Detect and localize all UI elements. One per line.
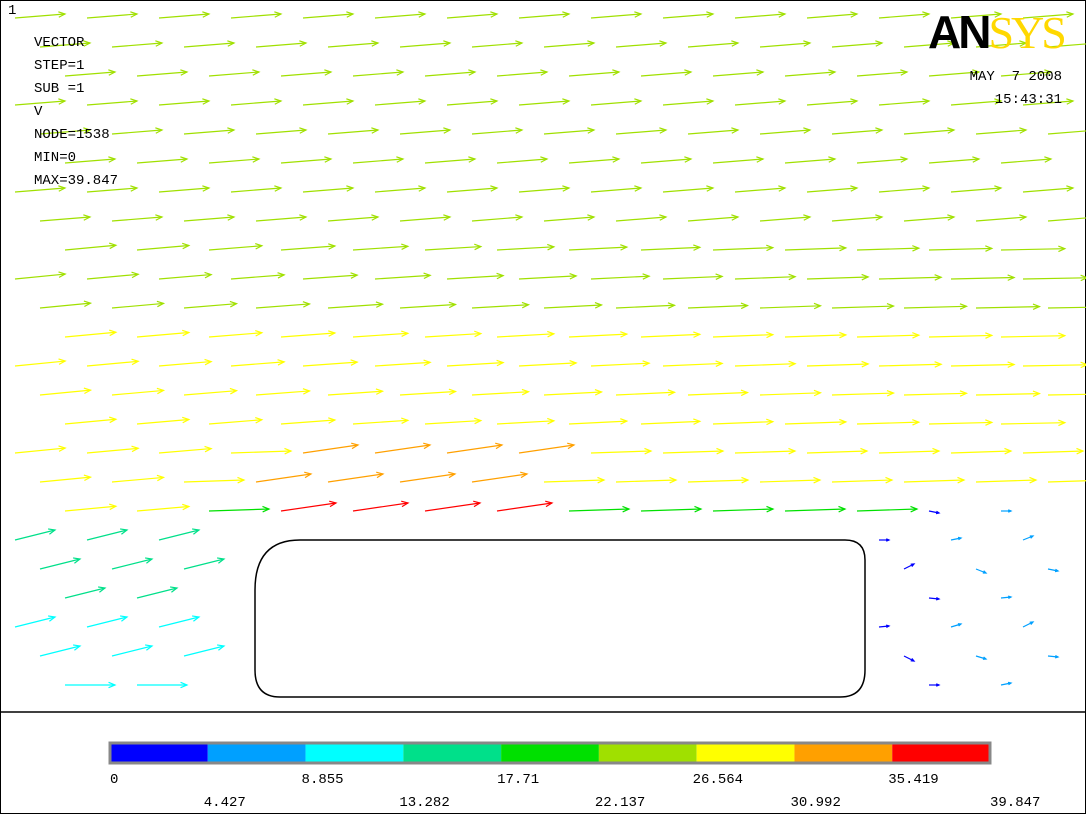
legend-label: 39.847 <box>990 795 1040 811</box>
logo-part: AN <box>928 6 989 58</box>
date: MAY 7 2008 <box>970 69 1062 85</box>
info-line: STEP=1 <box>34 58 84 74</box>
legend-label: 13.282 <box>399 795 449 811</box>
info-line: V <box>34 104 43 120</box>
legend-label: 0 <box>110 772 118 788</box>
legend-swatch <box>306 743 404 763</box>
legend-swatch <box>208 743 306 763</box>
legend-swatch <box>599 743 697 763</box>
logo-part: SYS <box>988 7 1064 58</box>
info-line: MAX=39.847 <box>34 173 118 189</box>
legend-swatch <box>794 743 892 763</box>
time: 15:43:31 <box>995 92 1062 108</box>
legend-label: 30.992 <box>790 795 840 811</box>
page: {"window_number": "1", "info": ["VECTOR"… <box>0 0 1086 814</box>
legend-swatch <box>110 743 208 763</box>
legend-swatch <box>892 743 990 763</box>
legend-swatch <box>501 743 599 763</box>
legend-label: 4.427 <box>204 795 246 811</box>
info-line: VECTOR <box>34 35 85 51</box>
legend-swatch <box>697 743 795 763</box>
obstacle-outline <box>255 540 865 697</box>
info-line: MIN=0 <box>34 150 76 166</box>
legend-label: 8.855 <box>302 772 344 788</box>
legend-label: 35.419 <box>888 772 938 788</box>
legend-swatch <box>403 743 501 763</box>
legend-label: 22.137 <box>595 795 645 811</box>
logo: ANSYS <box>928 6 1064 58</box>
window-number: 1 <box>8 3 16 19</box>
info-line: NODE=1538 <box>34 127 110 143</box>
legend-label: 17.71 <box>497 772 539 788</box>
plot-window: 1 VECTOR STEP=1 SUB =1 V NODE=1538 MIN=0 MAX=3… <box>0 0 1086 814</box>
legend-label: 26.564 <box>693 772 743 788</box>
info-line: SUB =1 <box>34 81 84 97</box>
